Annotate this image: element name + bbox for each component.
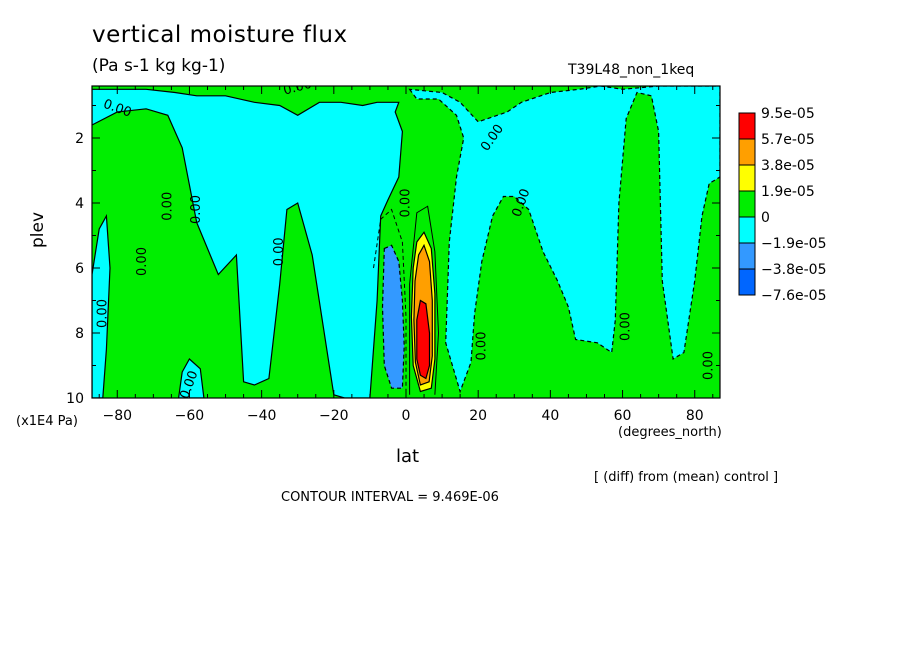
y-tick-label: 2: [75, 131, 84, 147]
contour-region-8: [416, 299, 431, 380]
contour-label-7: 0.00: [189, 195, 204, 224]
x-tick-label: 60: [614, 408, 632, 424]
contour-label-5: 0.00: [135, 247, 150, 276]
y-tick-label: 8: [75, 326, 84, 342]
y-axis-units: (x1E4 Pa): [16, 414, 78, 429]
contour-label-8: 0.00: [272, 237, 287, 266]
legend-label-4: 0: [761, 210, 770, 226]
y-tick-label: 4: [75, 196, 84, 212]
run-label: T39L48_non_1keq: [568, 62, 695, 78]
chart-title: vertical moisture flux: [92, 22, 348, 48]
legend-swatch-6: [738, 268, 756, 296]
legend-label-7: −7.6e-05: [761, 288, 826, 304]
x-tick-label: −60: [175, 408, 205, 424]
x-tick-label: 80: [686, 408, 704, 424]
diff-note: [ (diff) from (mean) control ]: [594, 470, 779, 485]
legend-swatch-4: [738, 216, 756, 244]
legend-swatch-1: [738, 138, 756, 166]
chart-units: (Pa s-1 kg kg-1): [92, 56, 226, 76]
contour-label-4: 0.00: [95, 299, 110, 328]
contour-label-12: 0.00: [619, 312, 634, 341]
legend-swatch-2: [738, 164, 756, 192]
contour-fill-group: 0.000.000.000.000.000.000.00 0.000.000.00…: [92, 86, 720, 398]
x-tick-label: −80: [102, 408, 132, 424]
legend-label-6: −3.8e-05: [761, 262, 826, 278]
contour-label-10: 0.00: [399, 189, 414, 218]
contour-region-4: [408, 86, 720, 394]
contour-label-6: 0.00: [160, 192, 175, 221]
legend-label-5: −1.9e-05: [761, 236, 826, 252]
x-tick-label: −40: [247, 408, 277, 424]
y-tick-label: 6: [75, 261, 84, 277]
contour-label-13: 0.00: [702, 351, 717, 380]
legend-swatch-0: [738, 112, 756, 140]
negative-contour-line: [373, 208, 407, 395]
y-tick-label: 10: [66, 391, 84, 407]
legend-swatch-5: [738, 242, 756, 270]
contour-interval: CONTOUR INTERVAL = 9.469E-06: [281, 490, 499, 505]
legend-label-0: 9.5e-05: [761, 106, 815, 122]
contour-region-1: [92, 88, 404, 398]
x-tick-label: 40: [541, 408, 559, 424]
legend-label-2: 3.8e-05: [761, 158, 815, 174]
contour-label-11: 0.00: [474, 332, 489, 361]
x-tick-label: 20: [469, 408, 487, 424]
x-tick-label: 0: [402, 408, 411, 424]
x-axis-label: lat: [396, 446, 420, 467]
x-axis-units: (degrees_north): [618, 425, 722, 440]
legend-label-1: 5.7e-05: [761, 132, 815, 148]
contour-region-5: [381, 244, 405, 389]
positive-contour-line: [409, 205, 439, 395]
legend-swatch-3: [738, 190, 756, 218]
contour-region-2: [92, 213, 111, 398]
x-tick-label: −20: [319, 408, 349, 424]
contour-region-3: [177, 358, 205, 398]
legend-label-3: 1.9e-05: [761, 184, 815, 200]
